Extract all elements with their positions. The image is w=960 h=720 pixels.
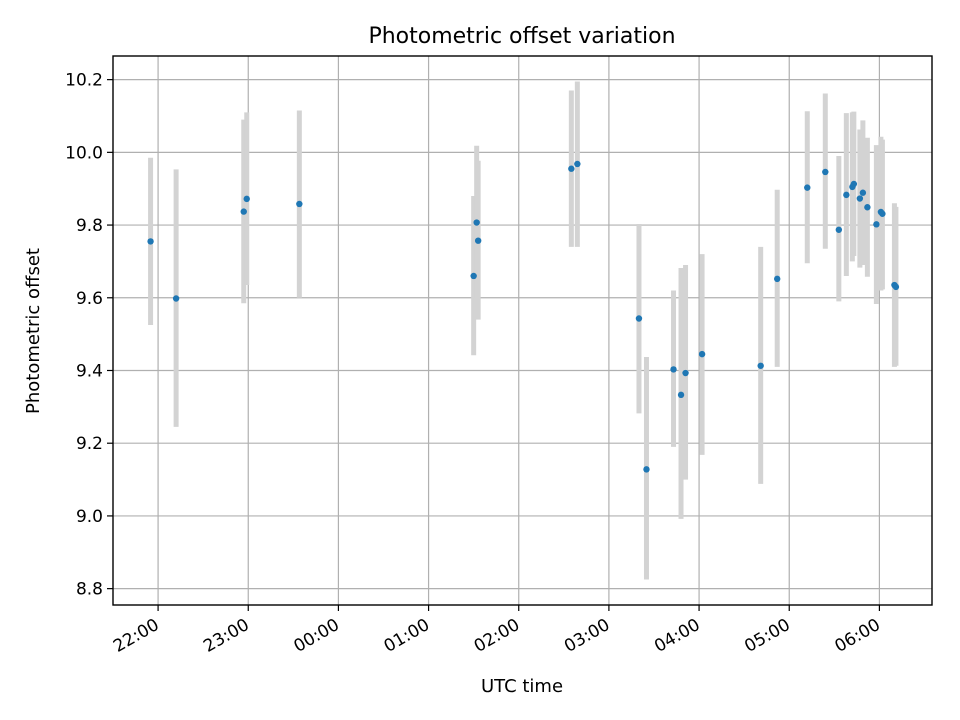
- y-axis-ticks: 8.8 9.0 9.2 9.4 9.6 9.8 10.0 10.2: [65, 71, 113, 600]
- y-axis-label: Photometric offset: [23, 248, 44, 414]
- data-point: [843, 191, 850, 199]
- y-tick-label: 9.6: [76, 289, 103, 309]
- data-point: [568, 165, 575, 172]
- data-point: [864, 204, 871, 211]
- data-point: [835, 226, 843, 233]
- data-point: [873, 221, 880, 228]
- data-point: [574, 160, 581, 168]
- data-point: [635, 315, 643, 322]
- data-point: [682, 369, 689, 377]
- y-tick-label: 9.2: [76, 434, 103, 454]
- chart-title: Photometric offset variation: [368, 24, 675, 49]
- data-point: [879, 210, 886, 217]
- data-points: [147, 160, 900, 473]
- data-point: [850, 180, 858, 188]
- data-point: [147, 238, 154, 245]
- data-point: [892, 283, 900, 291]
- grid-lines: [113, 56, 932, 605]
- data-point: [643, 466, 650, 473]
- data-point: [296, 200, 303, 208]
- data-point: [670, 366, 677, 373]
- y-tick-label: 10.0: [65, 143, 103, 163]
- data-point: [822, 168, 829, 176]
- x-axis-label: UTC time: [481, 676, 563, 697]
- y-tick-label: 10.2: [65, 71, 103, 91]
- data-point: [240, 208, 247, 215]
- data-point: [859, 189, 867, 196]
- data-point: [470, 272, 477, 280]
- data-point: [698, 350, 706, 358]
- data-point: [172, 295, 180, 302]
- data-point: [774, 275, 781, 283]
- data-point: [856, 195, 864, 202]
- y-tick-label: 9.4: [76, 361, 103, 381]
- data-point: [243, 195, 250, 203]
- data-point: [757, 362, 764, 369]
- data-point: [473, 219, 480, 226]
- data-point: [474, 237, 482, 244]
- data-point: [804, 184, 811, 191]
- y-tick-label: 9.8: [76, 216, 103, 236]
- y-tick-label: 8.8: [76, 580, 103, 600]
- plot-frame: [112, 55, 933, 606]
- data-point: [677, 391, 685, 399]
- y-tick-label: 9.0: [76, 507, 103, 527]
